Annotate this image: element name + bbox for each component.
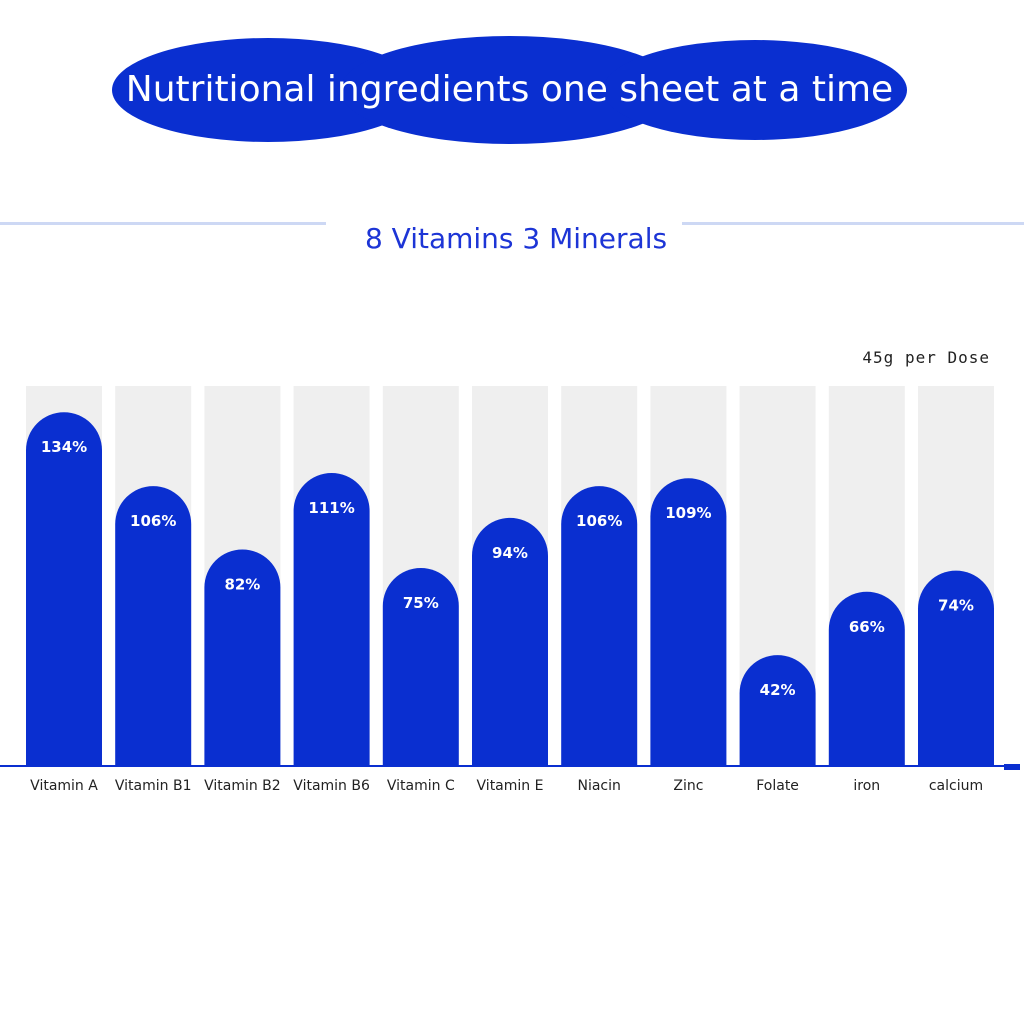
bar-chart: 134% Vitamin A 106% Vitamin B1 82% Vitamin B2… [0,386,1020,794]
bar [115,486,192,766]
banner-blob-center [340,36,680,144]
data-label: 42% [760,681,796,699]
bar [26,412,102,766]
banner-blob-right [603,40,907,140]
bar [650,478,727,766]
data-label: 74% [938,597,974,615]
bar [293,472,370,766]
bar [739,655,816,766]
x-axis-baseline [0,765,1004,767]
bar [382,568,459,766]
data-label: 94% [492,544,528,562]
page-title: Nutritional ingredients one sheet at a t… [125,69,894,110]
x-tick-label: Vitamin C [387,778,455,794]
x-tick-label: Vitamin A [30,778,98,794]
title-banner [112,36,907,144]
data-label: 106% [130,512,176,530]
x-tick-label: iron [853,778,880,794]
chart-subtitle: 8 Vitamins 3 Minerals [364,222,668,255]
data-label: 106% [576,512,622,530]
data-label: 75% [403,594,439,612]
x-tick-label: Folate [756,778,799,794]
data-label: 109% [665,504,711,522]
x-tick-label: Zinc [673,778,703,794]
bar [918,570,994,766]
bar [472,517,548,766]
data-label: 66% [849,618,885,636]
x-tick-label: Vitamin B2 [204,778,281,794]
bar [828,591,905,766]
banner-blob-left [112,38,424,142]
x-tick-label: calcium [929,778,983,794]
x-tick-label: Vitamin B1 [115,778,192,794]
data-label: 111% [308,499,354,517]
data-label: 82% [224,576,260,594]
data-label: 134% [41,438,87,456]
dose-note: 45g per Dose [862,348,990,367]
bar [204,549,281,766]
bar [561,486,638,766]
x-axis-end-tab [1004,764,1020,770]
x-tick-label: Vitamin B6 [293,778,370,794]
divider-left [0,222,326,225]
x-tick-label: Vitamin E [477,778,544,794]
divider-right [682,222,1024,225]
x-tick-label: Niacin [577,778,620,794]
